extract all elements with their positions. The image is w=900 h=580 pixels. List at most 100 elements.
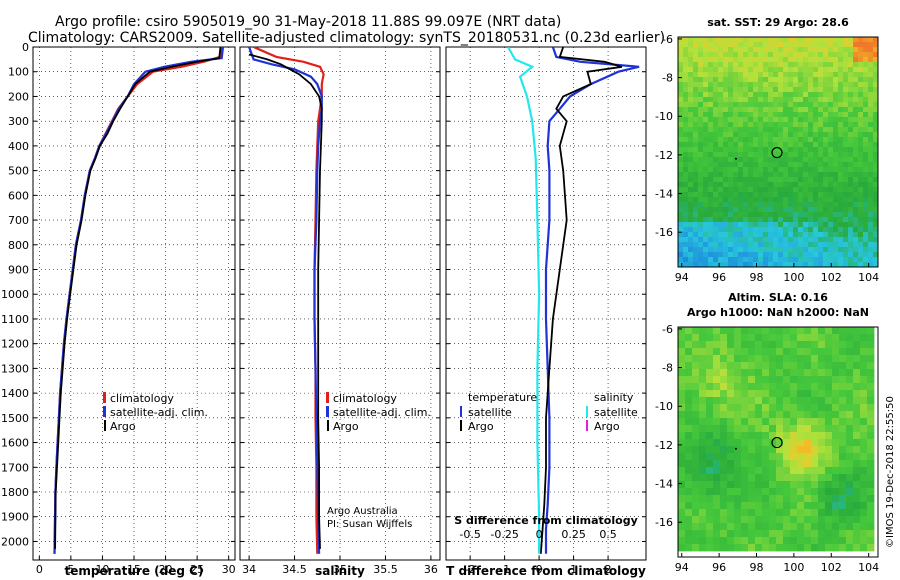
map-cell xyxy=(788,247,794,253)
map-cell xyxy=(848,217,854,223)
map-cell xyxy=(698,152,704,158)
map-cell xyxy=(738,117,744,123)
map-cell xyxy=(738,62,744,68)
map-cell xyxy=(723,202,729,208)
map-cell xyxy=(692,390,700,398)
top-tick-label: 0.5 xyxy=(599,528,617,541)
map-cell xyxy=(838,87,844,93)
map-cell xyxy=(743,92,749,98)
map-cell xyxy=(798,102,804,108)
map-cell xyxy=(818,495,826,503)
map-cell xyxy=(860,404,868,412)
map-cell xyxy=(708,257,714,263)
map-cell xyxy=(818,97,824,103)
depth-tick-label: 1400 xyxy=(1,387,29,400)
map-cell xyxy=(773,217,779,223)
map-cell xyxy=(811,488,819,496)
map-cell xyxy=(706,453,714,461)
map-cell xyxy=(843,262,849,268)
map-cell xyxy=(853,516,861,524)
map-cell xyxy=(843,127,849,133)
map-cell xyxy=(838,152,844,158)
map-cell xyxy=(848,77,854,83)
map-cell xyxy=(708,132,714,138)
map-cell xyxy=(863,177,869,183)
map-cell xyxy=(748,37,754,43)
map-cell xyxy=(773,237,779,243)
map-cell xyxy=(776,376,784,384)
map-cell xyxy=(723,52,729,58)
map-cell xyxy=(713,523,721,531)
map-cell xyxy=(734,383,742,391)
map-cell xyxy=(846,530,854,538)
map-cell xyxy=(748,404,756,412)
map-cell xyxy=(839,460,847,468)
map-cell xyxy=(753,92,759,98)
map-cell xyxy=(768,217,774,223)
map-cell xyxy=(718,247,724,253)
map-cell xyxy=(738,197,744,203)
map-cell xyxy=(863,82,869,88)
map-cell xyxy=(813,162,819,168)
map-cell xyxy=(808,102,814,108)
map-cell xyxy=(741,537,749,545)
map-cell xyxy=(748,182,754,188)
map-cell xyxy=(678,369,686,377)
map-cell xyxy=(685,481,693,489)
map-cell xyxy=(839,425,847,433)
map-cell xyxy=(753,162,759,168)
depth-tick-label: 1500 xyxy=(1,412,29,425)
map-cell xyxy=(867,509,875,517)
map-cell xyxy=(685,397,693,405)
map-cell xyxy=(788,42,794,48)
map-cell xyxy=(798,227,804,233)
map-cell xyxy=(773,162,779,168)
map-cell xyxy=(818,62,824,68)
map-cell xyxy=(678,376,686,384)
map-cell xyxy=(753,232,759,238)
map-cell xyxy=(828,132,834,138)
map-cell xyxy=(678,82,684,88)
map-cell xyxy=(843,57,849,63)
map-cell xyxy=(843,237,849,243)
map-cell xyxy=(688,87,694,93)
map-cell xyxy=(762,425,770,433)
map-cell xyxy=(811,425,819,433)
map-cell xyxy=(778,257,784,263)
map-cell xyxy=(808,192,814,198)
map-cell xyxy=(804,502,812,510)
map-cell xyxy=(790,404,798,412)
map-cell xyxy=(773,117,779,123)
map-cell xyxy=(853,341,861,349)
map-cell xyxy=(763,72,769,78)
map-cell xyxy=(858,262,864,268)
map-cell xyxy=(838,142,844,148)
map-cell xyxy=(743,107,749,113)
map-cell xyxy=(833,252,839,258)
map-cell xyxy=(838,227,844,233)
map-cell xyxy=(741,390,749,398)
map-cell xyxy=(860,523,868,531)
map-cell xyxy=(685,516,693,524)
map-cell xyxy=(818,212,824,218)
map-cell xyxy=(688,212,694,218)
map-cell xyxy=(733,72,739,78)
map-cell xyxy=(688,47,694,53)
map-cell xyxy=(713,397,721,405)
map-cell xyxy=(793,132,799,138)
map-cell xyxy=(776,481,784,489)
map-cell xyxy=(713,376,721,384)
map-cell xyxy=(706,530,714,538)
map-cell xyxy=(793,72,799,78)
map-cell xyxy=(776,355,784,363)
map-cell xyxy=(823,87,829,93)
map-cell xyxy=(693,107,699,113)
map-cell xyxy=(738,192,744,198)
map-cell xyxy=(733,97,739,103)
map-cell xyxy=(718,202,724,208)
map-cell xyxy=(753,112,759,118)
sla-map-title2: Argo h1000: NaN h2000: NaN xyxy=(687,306,869,319)
x-tick-label: 34 xyxy=(242,563,256,576)
map-cell xyxy=(738,112,744,118)
map-cell xyxy=(858,212,864,218)
